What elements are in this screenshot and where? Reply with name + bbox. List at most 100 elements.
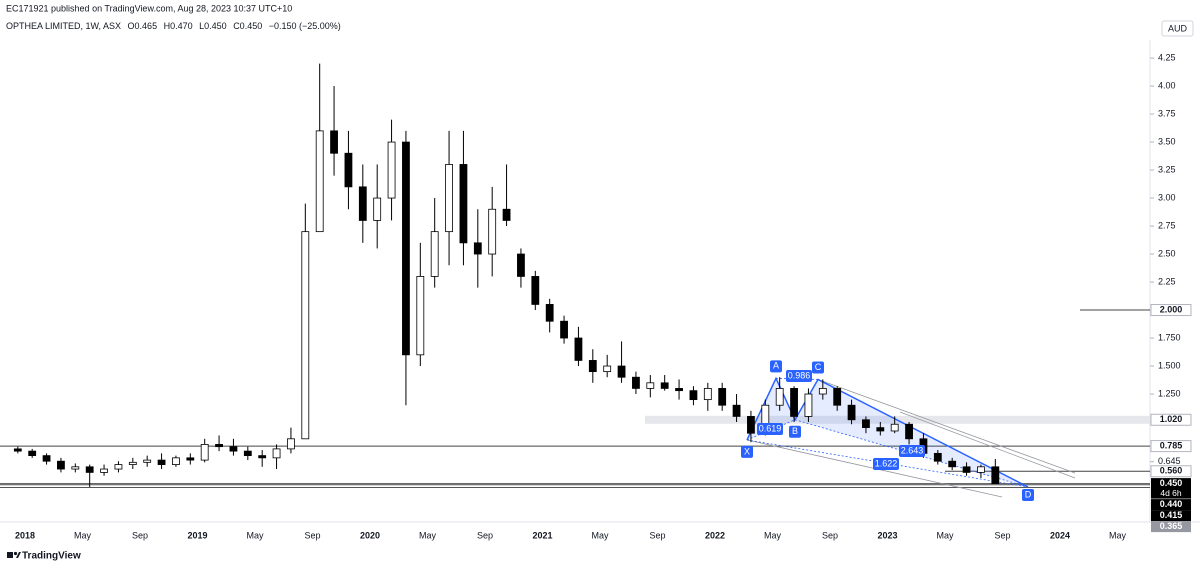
y-tick-label: 3.00 xyxy=(1158,192,1176,202)
price-level-label: 0.785 xyxy=(1160,440,1183,450)
x-tick-label: Sep xyxy=(477,530,493,540)
candle-body xyxy=(890,423,899,432)
candle-body xyxy=(358,186,367,221)
price-level-label: 0.415 xyxy=(1160,510,1183,520)
price-level-box xyxy=(1151,499,1191,511)
candle-body xyxy=(905,423,913,440)
last-low: L0.450 xyxy=(199,21,227,31)
candle-body xyxy=(186,457,195,461)
ratio-box xyxy=(786,370,812,382)
candle-body xyxy=(430,231,439,277)
candle-body xyxy=(775,388,784,406)
candle-body xyxy=(172,457,180,465)
ratio-label: 2.643 xyxy=(901,445,924,455)
pattern-point-box xyxy=(770,360,782,373)
x-tick-label: Sep xyxy=(649,530,665,540)
candle-body xyxy=(747,416,755,434)
candle-body xyxy=(344,152,353,188)
candle-body xyxy=(114,464,123,470)
pattern-point-box xyxy=(812,361,824,374)
x-tick-label: May xyxy=(936,530,954,540)
candle-body xyxy=(718,388,727,406)
candle-body xyxy=(962,466,971,473)
candle-body xyxy=(660,382,669,389)
price-level-box xyxy=(1150,465,1192,478)
y-tick-label: 1.750 xyxy=(1158,332,1181,342)
candle-body xyxy=(560,320,568,339)
x-tick-label: 2019 xyxy=(187,530,207,540)
candle-body xyxy=(229,446,238,452)
candle-body xyxy=(847,404,856,421)
candle-body xyxy=(646,382,655,389)
y-tick-label: 0.645 xyxy=(1158,456,1181,466)
candle-body xyxy=(818,388,827,395)
channel-line xyxy=(899,411,1076,479)
x-tick-label: 2020 xyxy=(360,530,380,540)
x-tick-label: 2022 xyxy=(705,530,725,540)
candle-body xyxy=(459,164,468,244)
candle-body xyxy=(128,461,137,465)
candle-body xyxy=(373,197,382,221)
candle-body xyxy=(876,427,885,432)
price-level-box xyxy=(1151,478,1191,490)
candle-body xyxy=(833,388,842,406)
ratio-box xyxy=(899,445,925,457)
candle-body xyxy=(287,438,295,450)
pattern-point-label: X xyxy=(744,446,750,456)
candle-body xyxy=(517,253,525,277)
pattern-point-box xyxy=(741,445,753,458)
ratio-line xyxy=(746,439,1029,488)
candle-body xyxy=(977,466,985,473)
ratio-line xyxy=(746,419,796,441)
x-tick-label: Sep xyxy=(994,530,1010,540)
x-tick-label: 2023 xyxy=(877,530,897,540)
ratio-label: 0.986 xyxy=(788,370,811,380)
y-tick-label: 1.500 xyxy=(1158,360,1181,370)
last-change: −0.150 (−25.00%) xyxy=(269,21,341,31)
x-tick-label: May xyxy=(1109,530,1127,540)
x-tick-label: 2024 xyxy=(1050,530,1070,540)
currency[interactable]: AUD xyxy=(1168,23,1188,33)
price-level-box xyxy=(1150,440,1192,453)
x-tick-label: Sep xyxy=(132,530,148,540)
candle-body xyxy=(689,390,698,401)
candle-body xyxy=(272,448,281,459)
ratio-label: 1.622 xyxy=(875,458,898,468)
last-open: O0.465 xyxy=(128,21,158,31)
candle-body xyxy=(143,459,152,463)
candle-body xyxy=(243,450,252,457)
x-tick-label: May xyxy=(591,530,609,540)
currency-box[interactable] xyxy=(1161,20,1194,37)
candle-body xyxy=(42,455,51,462)
ratio-label: 0.619 xyxy=(759,423,782,433)
candle-body xyxy=(402,141,410,356)
candle-body xyxy=(200,444,209,461)
candle-body xyxy=(157,459,166,465)
x-tick-label: 2018 xyxy=(15,530,35,540)
pattern-point-box xyxy=(1022,488,1034,501)
candle-body xyxy=(531,276,540,305)
candle-body xyxy=(732,404,741,417)
candle-body xyxy=(804,393,813,417)
symbol-title: OPTHEA LIMITED, 1W, ASX xyxy=(6,21,121,31)
candle-body xyxy=(703,388,712,401)
countdown-box xyxy=(1151,488,1191,499)
price-level-label: 0.365 xyxy=(1160,521,1183,531)
x-tick-label: Sep xyxy=(822,530,838,540)
candle-body xyxy=(215,444,223,448)
price-level-label: 0.440 xyxy=(1160,499,1183,509)
price-level-box xyxy=(1150,413,1192,426)
x-tick-label: Sep xyxy=(304,530,320,540)
candle-body xyxy=(416,276,425,356)
countdown: 4d 6h xyxy=(1160,488,1182,498)
candle-body xyxy=(473,242,482,255)
candle-body xyxy=(85,466,94,473)
price-level-label: 1.020 xyxy=(1160,414,1183,424)
candle-body xyxy=(617,365,626,378)
brand: TradingView xyxy=(22,551,81,562)
x-tick-label: May xyxy=(764,530,782,540)
y-tick-label: 3.75 xyxy=(1158,108,1176,118)
x-tick-label: May xyxy=(419,530,437,540)
symbol-legend: OPTHEA LIMITED, 1W, ASX O0.465 H0.470 L0… xyxy=(6,21,341,31)
